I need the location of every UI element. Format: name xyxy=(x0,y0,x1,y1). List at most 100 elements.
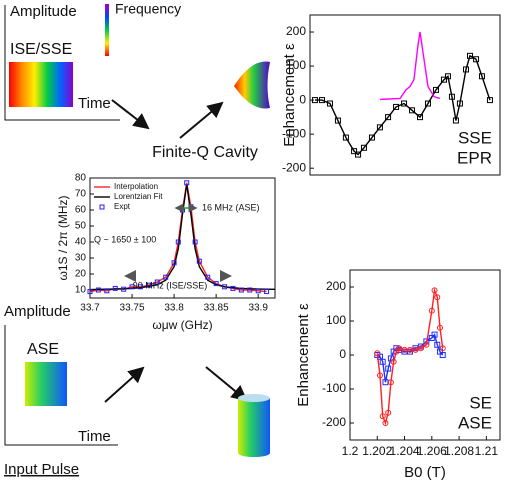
point xyxy=(121,286,127,292)
pulse-shape xyxy=(25,362,67,406)
point xyxy=(334,117,341,124)
y-tick-label: -100 xyxy=(282,126,306,140)
point xyxy=(351,148,358,155)
y-tick-label: 0 xyxy=(299,92,306,106)
x-tick-label: 33.75 xyxy=(120,303,145,314)
point xyxy=(376,124,383,131)
axes xyxy=(4,5,120,121)
x-tick-label: 1.204 xyxy=(390,444,420,458)
point xyxy=(222,284,228,290)
y-axis-label: Enhancement ε xyxy=(281,43,298,147)
y-tick-label: 80 xyxy=(75,173,87,184)
point xyxy=(171,260,177,266)
point xyxy=(390,358,397,365)
point xyxy=(423,341,430,348)
label: Amplitude xyxy=(10,3,77,20)
point xyxy=(129,284,135,290)
series-line xyxy=(376,287,444,426)
point xyxy=(439,352,446,358)
series-line xyxy=(314,54,491,156)
point xyxy=(417,114,424,121)
point xyxy=(146,282,152,288)
y-tick-label: 200 xyxy=(326,279,346,293)
point xyxy=(462,66,469,73)
label: ISE/SSE xyxy=(10,41,72,58)
x-tick-label: 33.9 xyxy=(248,303,268,314)
legend-entry: EPR xyxy=(457,148,492,167)
pulse-shape xyxy=(9,62,73,107)
colorbar xyxy=(105,4,109,56)
point xyxy=(311,97,318,104)
point xyxy=(360,144,367,151)
label: Finite-Q Cavity xyxy=(152,144,258,161)
y-tick-label: 60 xyxy=(75,205,87,216)
x-tick-label: 1.202 xyxy=(362,444,392,458)
y-tick-label: 20 xyxy=(75,269,87,280)
point xyxy=(184,180,190,186)
point xyxy=(401,100,408,107)
point xyxy=(396,345,403,352)
point xyxy=(377,372,383,379)
point xyxy=(452,117,459,124)
axes xyxy=(4,325,118,446)
point xyxy=(473,56,480,63)
point xyxy=(387,379,394,386)
point xyxy=(379,413,386,420)
y-tick-label: -200 xyxy=(322,415,346,429)
label: Time xyxy=(78,95,111,112)
point xyxy=(428,307,435,314)
y-tick-label: 30 xyxy=(75,253,87,264)
point xyxy=(385,365,392,372)
point xyxy=(417,345,424,352)
point xyxy=(95,287,101,293)
point xyxy=(486,97,493,104)
point xyxy=(175,239,181,245)
point xyxy=(247,287,253,293)
legend-entry: Expt xyxy=(114,202,131,211)
point xyxy=(385,114,392,121)
label: Frequency xyxy=(115,1,181,17)
legend-swatch xyxy=(99,204,105,210)
pulse-diagram-bottom: Amplitude ASE Time Input Pulse xyxy=(4,303,118,478)
point xyxy=(431,287,438,294)
point xyxy=(412,346,419,353)
point xyxy=(466,52,473,59)
x-tick-label: 1.2 xyxy=(342,444,359,458)
x-axis-label: B0 (T) xyxy=(404,464,446,481)
plot-frame xyxy=(89,177,276,299)
point xyxy=(192,239,198,245)
label: Time xyxy=(78,428,111,445)
x-tick-label: 33.85 xyxy=(204,303,229,314)
y-tick-label: 0 xyxy=(339,347,346,361)
y-tick-label: -100 xyxy=(322,381,346,395)
point xyxy=(439,345,446,352)
label: Amplitude xyxy=(4,303,71,320)
point xyxy=(368,134,375,141)
x-tick-label: 1.208 xyxy=(444,444,474,458)
point xyxy=(382,420,389,426)
series-line xyxy=(379,31,441,101)
point xyxy=(342,134,349,141)
series-line xyxy=(376,333,444,383)
point xyxy=(238,287,244,293)
y-tick-label: -200 xyxy=(282,160,306,174)
point xyxy=(87,289,93,295)
arrow xyxy=(179,101,224,139)
point xyxy=(355,151,362,158)
legend-entry: Lorentzian Fit xyxy=(114,192,163,201)
point xyxy=(374,350,381,357)
point xyxy=(434,341,441,348)
x-tick-label: 33.8 xyxy=(164,303,184,314)
legend-entry: Interpolation xyxy=(114,182,158,191)
point xyxy=(385,409,392,416)
point xyxy=(196,258,202,264)
point xyxy=(137,284,143,290)
x-tick-label: 33.7 xyxy=(80,303,100,314)
point xyxy=(104,288,110,294)
y-axis-label: Enhancement ε xyxy=(295,303,312,407)
x-tick-label: 1.21 xyxy=(475,444,499,458)
pulse-diagram-top: Amplitude ISE/SSE Time Frequency xyxy=(4,1,181,121)
y-tick-label: 10 xyxy=(75,285,87,296)
arrow xyxy=(104,366,145,403)
